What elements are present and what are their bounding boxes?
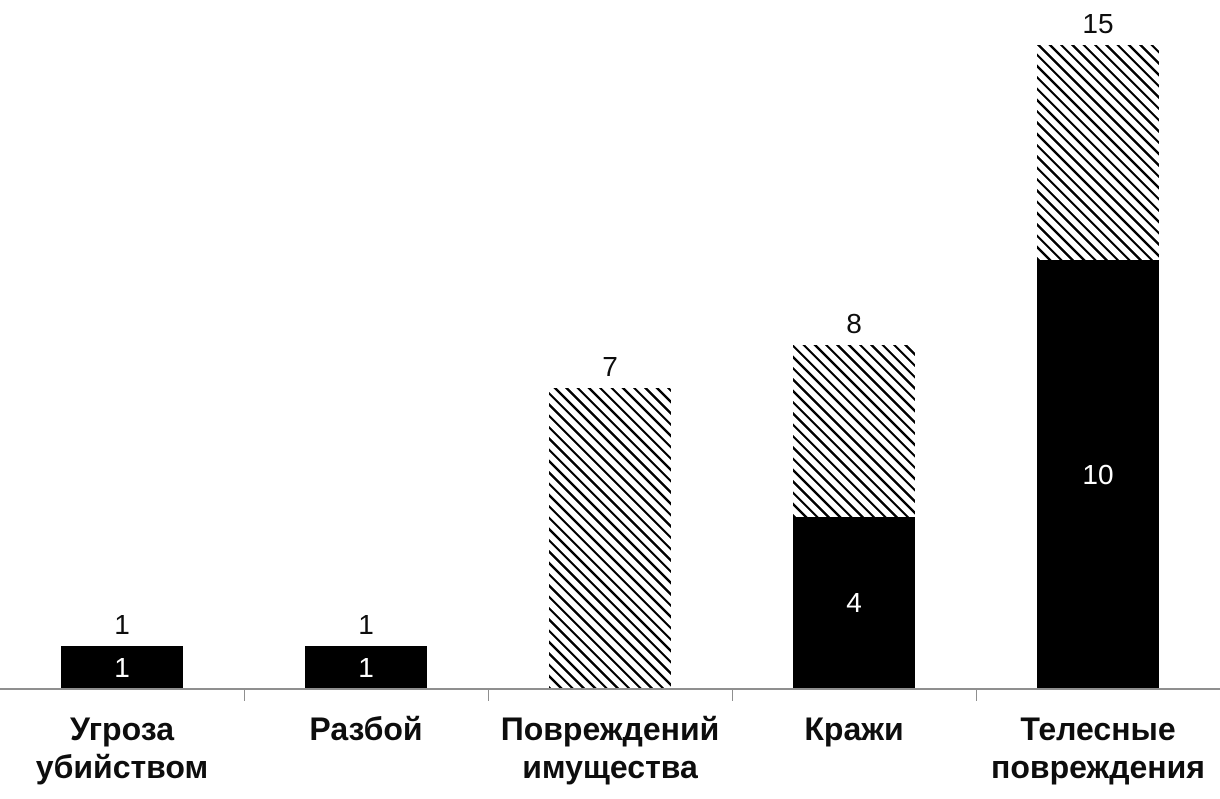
bar-segment-solid: 1 xyxy=(61,646,183,689)
x-axis-line xyxy=(0,688,1220,690)
bar-total-label: 8 xyxy=(846,308,862,339)
bar-value-label: 4 xyxy=(846,587,862,618)
category-label: Угроза убийством xyxy=(35,711,209,785)
x-axis-tick xyxy=(244,690,245,701)
bar-total-label: 15 xyxy=(1082,8,1114,39)
category-label: Кражи xyxy=(804,711,904,747)
bar-segment-hatched xyxy=(793,345,915,517)
bar-segment-solid: 4 xyxy=(793,517,915,689)
bar-segment-solid: 10 xyxy=(1037,260,1159,689)
x-axis-tick xyxy=(732,690,733,701)
category-label: Повреждений имущества xyxy=(500,711,720,785)
bar-value-label: 1 xyxy=(114,651,130,683)
x-axis-tick xyxy=(488,690,489,701)
bar-value-label: 1 xyxy=(358,651,374,683)
bar-total-label: 7 xyxy=(602,351,618,382)
category-label: Разбой xyxy=(309,711,423,747)
x-axis-tick xyxy=(976,690,977,701)
category-label: Телесные повреждения xyxy=(991,711,1205,785)
bar-total-label: 1 xyxy=(114,609,130,640)
bar-segment-solid: 1 xyxy=(305,646,427,689)
bar-value-label: 10 xyxy=(1082,458,1114,490)
bar-total-label: 1 xyxy=(358,609,374,640)
bar-segment-hatched xyxy=(549,388,671,689)
bar-segment-hatched xyxy=(1037,45,1159,260)
